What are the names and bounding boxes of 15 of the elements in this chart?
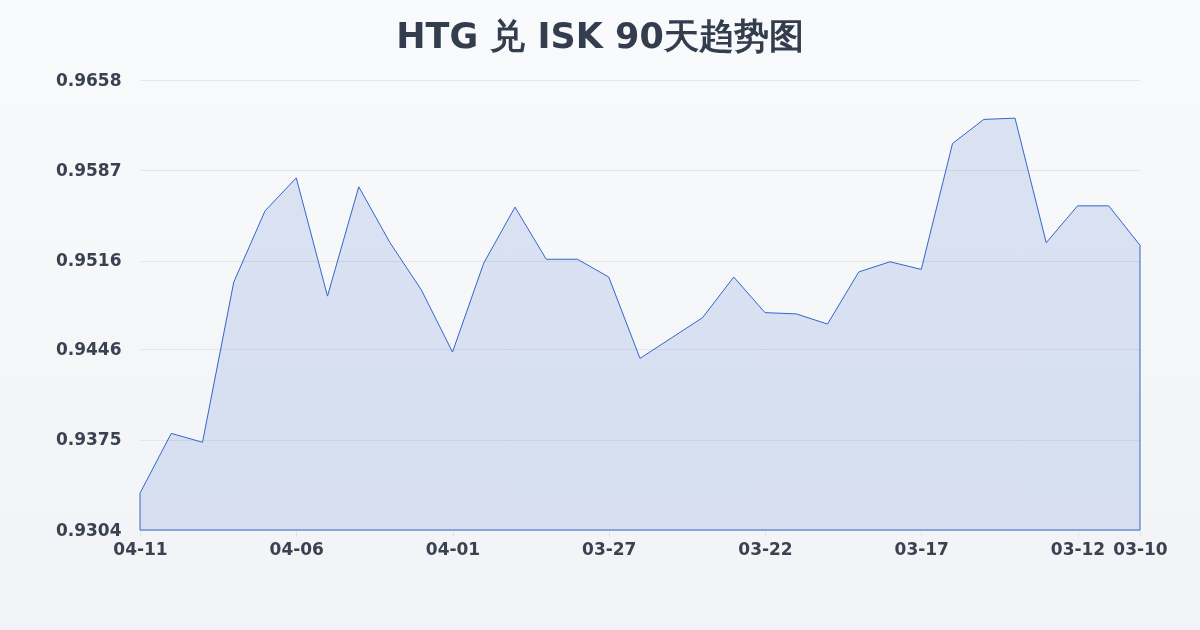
y-tick-label: 0.9658 (55, 69, 122, 90)
x-tick-label: 04-01 (425, 538, 481, 559)
x-tick-label: 03-12 (1050, 538, 1106, 559)
y-tick-label: 0.9304 (55, 519, 122, 540)
x-tick-label: 03-17 (894, 538, 949, 559)
x-tick-label: 04-06 (269, 538, 324, 559)
y-tick-label: 0.9516 (55, 250, 122, 271)
chart-title: HTG 兑 ISK 90天趋势图 (396, 16, 804, 56)
x-tick-label: 03-10 (1113, 538, 1168, 559)
y-tick-label: 0.9587 (55, 159, 122, 180)
y-tick-label: 0.9375 (55, 429, 122, 450)
y-tick-label: 0.9446 (55, 338, 122, 359)
x-tick-label: 04-11 (113, 538, 168, 559)
x-tick-label: 03-22 (738, 538, 793, 559)
x-tick-label: 03-27 (582, 538, 637, 559)
